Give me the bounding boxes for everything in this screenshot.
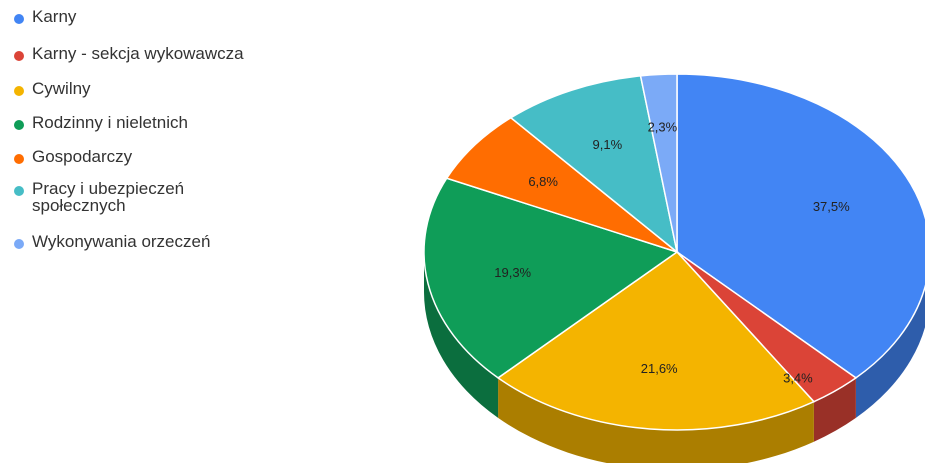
pie-side-karny: [855, 287, 925, 418]
legend-swatch-karny: [14, 14, 24, 24]
legend-label-karny: Karny: [32, 7, 77, 26]
legend-item-karny-sekcja: Karny - sekcja wykowawcza: [14, 45, 332, 62]
legend-label-pracy: Pracy i ubezpieczeń społecznych: [32, 179, 185, 215]
pie-slice-karny: [676, 73, 925, 379]
legend-swatch-gospodarczy: [14, 154, 24, 164]
pie-slice-cywilny: [496, 251, 816, 431]
legend-item-karny: Karny: [14, 8, 332, 25]
legend-swatch-karny-sekcja: [14, 51, 24, 61]
pie-slice-rodzinny: [423, 177, 679, 379]
pie-label-cywilny: 21,6%: [641, 361, 678, 376]
pie-label-karny: 37,5%: [813, 199, 850, 214]
legend-label-wykonywania: Wykonywania orzeczeń: [32, 232, 211, 251]
pie-side-rodzinny: [424, 252, 499, 418]
pie-slice-gospodarczy: [445, 116, 678, 253]
legend: Karny Karny - sekcja wykowawcza Cywilny …: [0, 0, 330, 280]
pie-label-pracy: 9,1%: [593, 137, 623, 152]
legend-item-pracy: Pracy i ubezpieczeń społecznych: [14, 180, 222, 214]
legend-swatch-wykonywania: [14, 239, 24, 249]
legend-label-karny-sekcja: Karny - sekcja wykowawcza: [32, 44, 244, 63]
pie-slice-pracy: [509, 75, 679, 254]
legend-label-cywilny: Cywilny: [32, 79, 91, 98]
legend-item-gospodarczy: Gospodarczy: [14, 148, 332, 165]
legend-item-wykonywania: Wykonywania orzeczeń: [14, 233, 332, 250]
legend-swatch-rodzinny: [14, 120, 24, 130]
pie-side-karny-sekcja: [813, 377, 856, 442]
pie-label-rodzinny: 19,3%: [494, 265, 531, 280]
legend-swatch-pracy: [14, 186, 24, 196]
legend-label-gospodarczy: Gospodarczy: [32, 147, 133, 166]
pie-side-cywilny: [498, 377, 814, 463]
pie-slice-wykonywania: [639, 73, 678, 253]
legend-item-rodzinny: Rodzinny i nieletnich: [14, 114, 332, 131]
legend-label-rodzinny: Rodzinny i nieletnich: [32, 113, 188, 132]
legend-item-cywilny: Cywilny: [14, 80, 332, 97]
pie-label-karny-sekcja: 3,4%: [783, 371, 813, 386]
pie-label-wykonywania: 2,3%: [648, 120, 678, 135]
pie-label-gospodarczy: 6,8%: [528, 174, 558, 189]
legend-swatch-cywilny: [14, 86, 24, 96]
